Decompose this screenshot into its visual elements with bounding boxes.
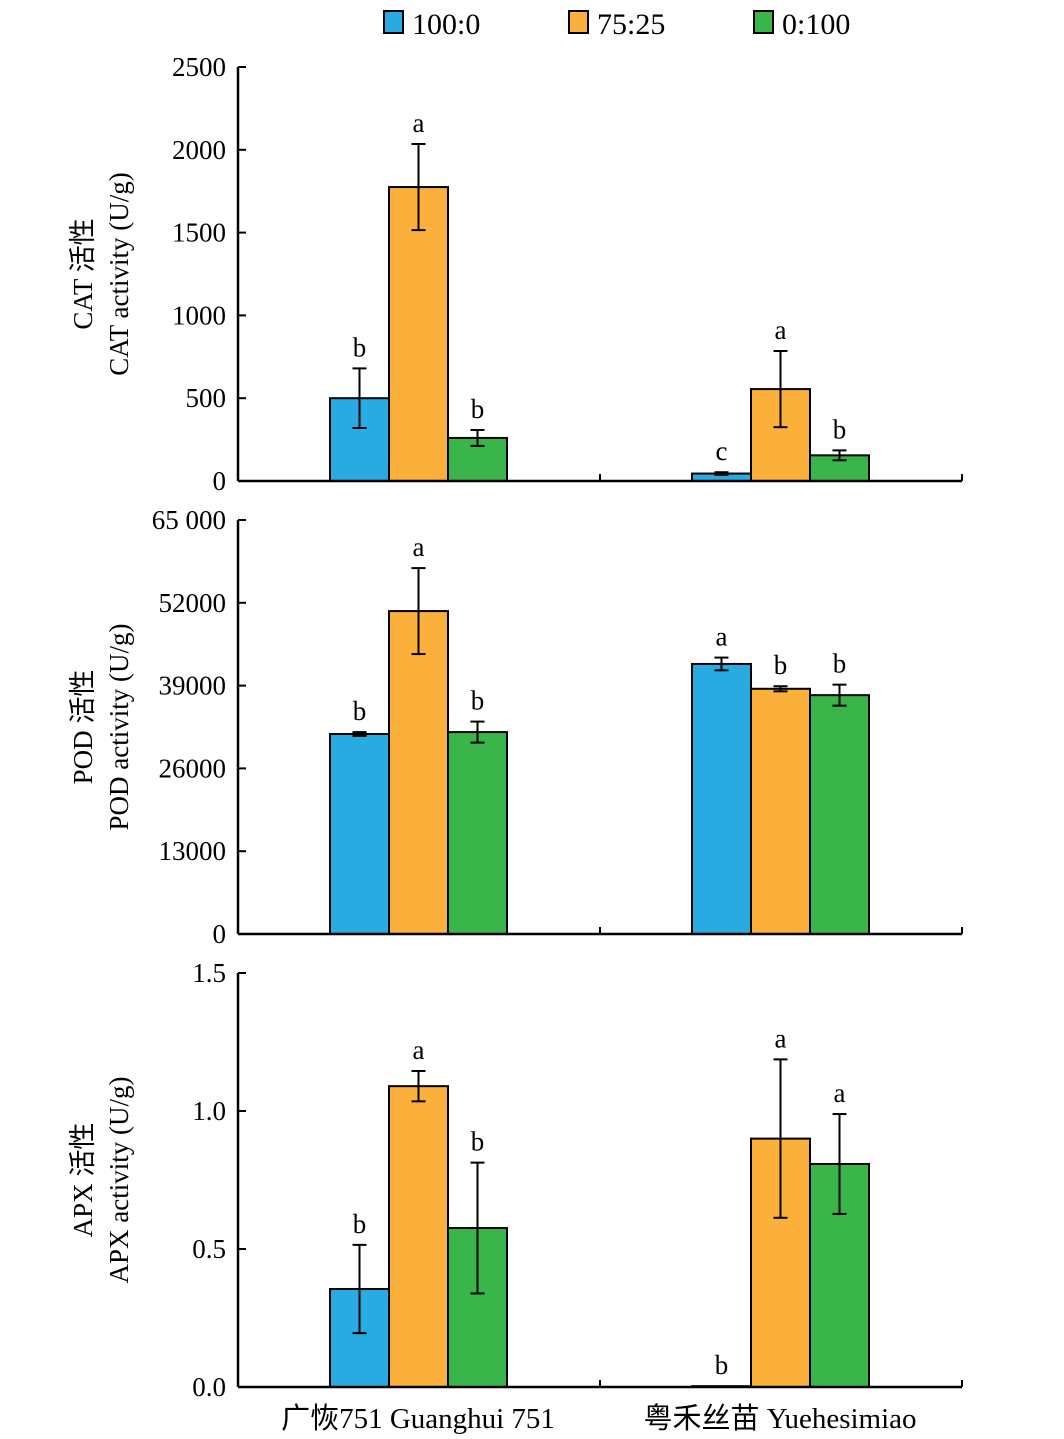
significance-letter: a (834, 1078, 846, 1108)
significance-letter: a (716, 622, 728, 652)
y-tick-label: 26000 (159, 753, 227, 783)
y-tick-label: 0.5 (192, 1234, 226, 1264)
y-tick-label: 0 (213, 919, 227, 949)
y-tick-label: 500 (186, 383, 227, 413)
bar-pod-75-25-cat0 (388, 610, 449, 936)
significance-letter: b (471, 1127, 485, 1157)
significance-letter: a (413, 108, 425, 138)
error-bar-pod-0-100-cat1 (832, 683, 847, 707)
error-bar-pod-75-25-cat1 (773, 685, 788, 693)
y-tick-label: 1.5 (192, 958, 226, 988)
significance-letter: b (833, 649, 847, 679)
error-bar-pod-100-0-cat1 (714, 656, 729, 672)
error-bar-cat-0-100-cat1 (832, 449, 847, 462)
y-tick-label: 2000 (172, 135, 226, 165)
y-axis-title-en: APX activity (U/g) (104, 1077, 134, 1284)
significance-letter: a (775, 315, 787, 345)
error-bar-cat-0-100-cat0 (470, 428, 485, 447)
y-axis-title-cn: POD 活性 (68, 670, 98, 785)
bar-pod-100-0-cat0 (329, 733, 390, 936)
y-tick-label: 13000 (159, 836, 227, 866)
significance-letter: b (353, 1209, 367, 1239)
legend-entry-1: 75:25 (568, 8, 665, 41)
panel-pod: b a a b b b 0 13000 26000 39000 52000 65 000 POD 活性 P… (68, 505, 963, 949)
significance-letter: b (774, 650, 788, 680)
legend: 100:0 75:25 0:100 (383, 8, 850, 41)
legend-entry-2: 0:100 (753, 8, 850, 41)
error-bar-pod-100-0-cat0 (352, 731, 367, 737)
y-tick-label: 52000 (159, 588, 227, 618)
x-category-label-yuehesimiao: 粤禾丝苗 Yuehesimiao (643, 1402, 916, 1435)
legend-label: 75:25 (597, 8, 665, 41)
y-axis-title-cn: CAT 活性 (68, 218, 98, 329)
x-category-labels: 广恢751 Guanghui 751 粤禾丝苗 Yuehesimiao (281, 1402, 916, 1435)
significance-letter: b (353, 696, 367, 726)
legend-swatch (753, 10, 774, 34)
y-axis-title-en: CAT activity (U/g) (104, 172, 134, 375)
bar-pod-0-100-cat0 (447, 731, 508, 936)
panel-cat: b c a a b b 0 500 1000 1500 2000 2500 CAT 活性 CAT acti… (68, 52, 963, 496)
significance-letter: b (833, 414, 847, 444)
y-tick-label: 1.0 (192, 1096, 226, 1126)
error-bar-pod-0-100-cat0 (470, 720, 485, 744)
bar-pod-100-0-cat1 (691, 662, 752, 936)
significance-letter: b (715, 1350, 729, 1380)
error-bar-cat-100-0-cat0 (352, 367, 367, 430)
legend-entry-0: 100:0 (383, 8, 480, 41)
error-bar-cat-75-25-cat0 (411, 143, 426, 232)
bar-apx-75-25-cat0 (388, 1085, 449, 1389)
legend-label: 100:0 (412, 8, 480, 41)
y-tick-label: 65 000 (152, 505, 226, 535)
error-bar-apx-75-25-cat0 (411, 1069, 426, 1103)
chart-panels: b c a a b b 0 500 1000 1500 2000 2500 CAT 活性 CAT acti… (68, 52, 963, 1402)
legend-swatch (383, 10, 404, 34)
error-bar-apx-100-0-cat0 (352, 1243, 367, 1335)
y-axis-title-cn: APX 活性 (68, 1123, 98, 1238)
bar-pod-0-100-cat1 (809, 694, 870, 936)
significance-letter: c (716, 436, 728, 466)
panel-apx: b b a a b a 0.0 0.5 1.0 1.5 APX 活性 APX activity (U/… (68, 958, 963, 1402)
y-tick-label: 2500 (172, 52, 226, 82)
significance-letter: a (413, 1035, 425, 1065)
legend-swatch (568, 10, 589, 34)
bar-pod-75-25-cat1 (750, 687, 811, 935)
significance-letter: a (413, 532, 425, 562)
error-bar-apx-75-25-cat1 (773, 1058, 788, 1219)
y-tick-label: 1500 (172, 218, 226, 248)
significance-letter: b (353, 332, 367, 362)
significance-letter: b (471, 686, 485, 716)
x-category-label-guanghui: 广恢751 Guanghui 751 (281, 1402, 555, 1435)
error-bar-apx-0-100-cat1 (832, 1113, 847, 1215)
y-tick-label: 39000 (159, 671, 227, 701)
error-bar-apx-0-100-cat0 (470, 1161, 485, 1295)
error-bar-cat-75-25-cat1 (773, 350, 788, 429)
significance-letter: b (471, 394, 485, 424)
error-bar-cat-100-0-cat1 (714, 471, 729, 476)
y-tick-label: 1000 (172, 300, 226, 330)
legend-label: 0:100 (782, 8, 850, 41)
bar-cat-75-25-cat0 (388, 186, 449, 482)
error-bar-pod-75-25-cat0 (411, 567, 426, 656)
y-tick-label: 0.0 (192, 1372, 226, 1402)
significance-letter: a (775, 1023, 787, 1053)
y-axis-title-en: POD activity (U/g) (104, 624, 134, 831)
y-tick-label: 0 (213, 466, 227, 496)
